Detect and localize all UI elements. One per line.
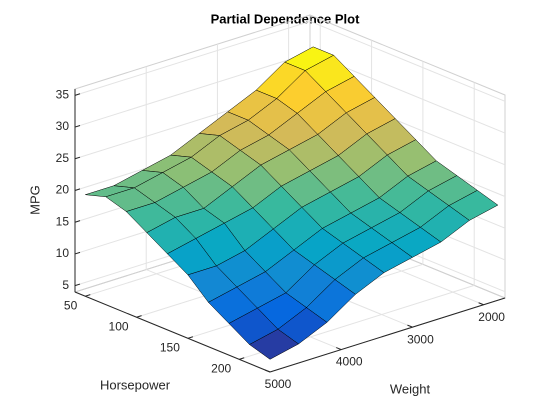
y-tick [239,357,245,360]
x-tick-label: 3000 [407,332,434,346]
y-axis-label: Horsepower [100,377,171,392]
y-tick-label: 100 [109,319,129,333]
x-tick-label: 4000 [336,355,363,369]
z-tick [74,156,81,160]
z-tick-label: 10 [56,246,70,260]
x-tick [336,347,342,351]
y-tick [85,294,91,297]
grid-line [74,52,311,128]
x-tick [407,324,413,328]
x-tick [478,302,484,306]
y-axis [74,291,271,373]
y-tick-label: 200 [211,362,231,376]
surface-patch [249,328,299,360]
grid-line [74,20,311,96]
z-tick-label: 5 [62,278,69,292]
z-tick [74,220,81,223]
z-axis-label: MPG [27,185,42,215]
z-tick-label: 35 [56,88,70,102]
z-tick-label: 20 [56,183,70,197]
y-tick-label: 50 [64,298,78,312]
z-tick-label: 30 [56,119,70,133]
chart-title: Partial Dependence Plot [211,11,360,26]
x-tick [264,369,271,373]
x-tick-label: 2000 [478,310,505,324]
x-axis-label: Weight [390,381,431,396]
z-tick-label: 25 [56,151,70,165]
z-tick [74,251,81,255]
z-tick [74,124,81,128]
y-tick [136,315,142,318]
z-tick [74,93,81,96]
grid-line [309,20,506,102]
z-tick-label: 15 [56,214,70,228]
y-tick-label: 150 [160,340,180,354]
z-tick [74,283,81,287]
x-tick-label: 5000 [265,377,292,391]
z-tick [74,188,81,191]
x-axis [269,297,506,373]
y-tick [187,336,194,339]
